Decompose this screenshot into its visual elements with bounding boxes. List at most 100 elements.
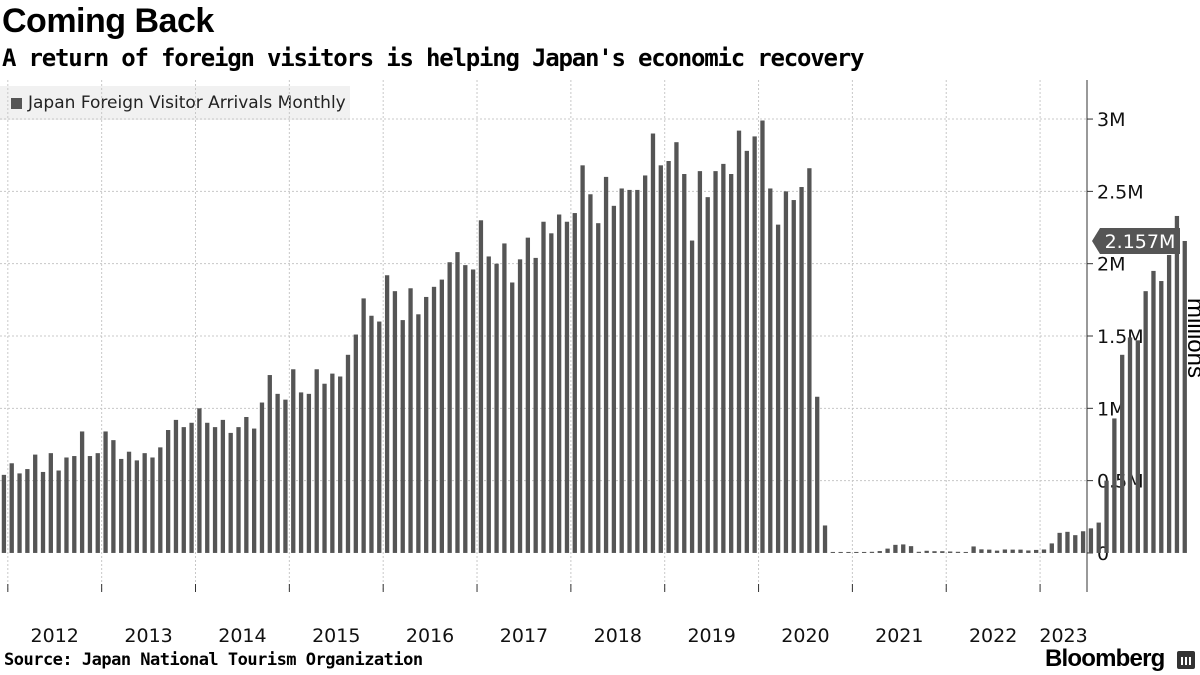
bar: [431, 286, 437, 553]
bar: [1010, 549, 1015, 553]
bar: [729, 174, 734, 553]
y-axis-label: millions: [1182, 297, 1200, 378]
bar: [869, 551, 875, 553]
bar: [298, 392, 304, 553]
bar: [979, 549, 984, 553]
bar: [791, 200, 796, 553]
bar: [259, 402, 265, 553]
bar: [549, 233, 554, 553]
legend-swatch: [11, 97, 22, 109]
bar: [556, 214, 562, 553]
bar: [79, 431, 85, 553]
bar: [611, 205, 617, 553]
bar: [1120, 354, 1125, 553]
bar: [807, 168, 812, 553]
legend-label: Japan Foreign Visitor Arrivals Monthly: [28, 93, 346, 113]
bar: [994, 550, 1000, 553]
bar: [838, 551, 843, 553]
bar: [627, 189, 632, 553]
bar: [64, 457, 69, 553]
bar: [158, 447, 163, 553]
bar: [25, 469, 30, 553]
source-note: Source: Japan National Tourism Organizat…: [4, 650, 423, 670]
bar: [713, 171, 718, 553]
bar: [486, 256, 491, 553]
bar: [635, 189, 640, 553]
bar: [861, 551, 867, 553]
bar: [1065, 531, 1070, 553]
bar: [439, 279, 444, 553]
bar: [1135, 340, 1140, 553]
bar: [447, 262, 452, 553]
bar: [1049, 543, 1054, 553]
bar: [564, 221, 570, 553]
bar: [799, 187, 804, 553]
bar: [588, 194, 593, 553]
bar: [252, 428, 257, 553]
bar: [1127, 337, 1133, 553]
bar: [338, 376, 343, 553]
bar: [916, 551, 922, 553]
bar: [345, 354, 351, 553]
bar: [392, 291, 398, 553]
bar: [846, 551, 851, 553]
bar: [1159, 281, 1164, 553]
bar: [56, 470, 61, 553]
bar: [768, 188, 773, 553]
bar: [736, 130, 742, 553]
bar: [580, 165, 585, 553]
bar: [189, 422, 194, 553]
bar: [752, 136, 757, 553]
bar: [1151, 270, 1156, 553]
bar: [744, 150, 749, 553]
bar: [666, 160, 671, 553]
bar: [103, 431, 108, 553]
bar: [971, 546, 976, 553]
x-tick-label: 2023: [1039, 625, 1087, 647]
bar: [674, 142, 679, 553]
bar: [408, 288, 413, 553]
bar: [510, 282, 515, 553]
bar: [682, 174, 687, 553]
bar: [619, 188, 624, 553]
x-tick-label: 2012: [31, 625, 79, 647]
bar: [40, 471, 46, 553]
y-tick-label: 3M: [1097, 109, 1125, 131]
bar: [572, 213, 577, 553]
x-tick-label: 2019: [687, 625, 735, 647]
bar: [87, 456, 93, 553]
bar: [955, 551, 961, 553]
bar: [1018, 549, 1023, 553]
bar: [502, 243, 507, 553]
bar: [173, 419, 179, 553]
bar: [705, 197, 710, 553]
last-value-callout: [1092, 227, 1180, 254]
bar: [111, 440, 116, 553]
bar: [947, 551, 953, 553]
bar: [525, 237, 531, 553]
x-tick-label: 2022: [969, 625, 1017, 647]
x-tick-label: 2021: [875, 625, 923, 647]
bar: [17, 473, 22, 553]
bar: [228, 432, 233, 553]
bar: [400, 320, 405, 553]
bar: [9, 463, 14, 553]
bar: [283, 399, 288, 553]
x-tick-label: 2017: [500, 625, 548, 647]
bar: [760, 120, 765, 553]
bar: [940, 551, 945, 553]
bar: [1057, 532, 1062, 553]
bar: [541, 221, 546, 553]
last-value-label: 2.157M: [1105, 231, 1176, 253]
bar: [1166, 255, 1172, 553]
x-tick-label: 2016: [406, 625, 454, 647]
bar: [783, 191, 789, 553]
bar: [932, 551, 937, 553]
bar: [854, 551, 859, 553]
bar: [877, 551, 882, 553]
bar: [275, 393, 280, 553]
bar: [134, 460, 140, 553]
bar: [822, 525, 828, 553]
bar: [384, 275, 390, 553]
brand-logo: Bloomberg: [1045, 645, 1165, 672]
